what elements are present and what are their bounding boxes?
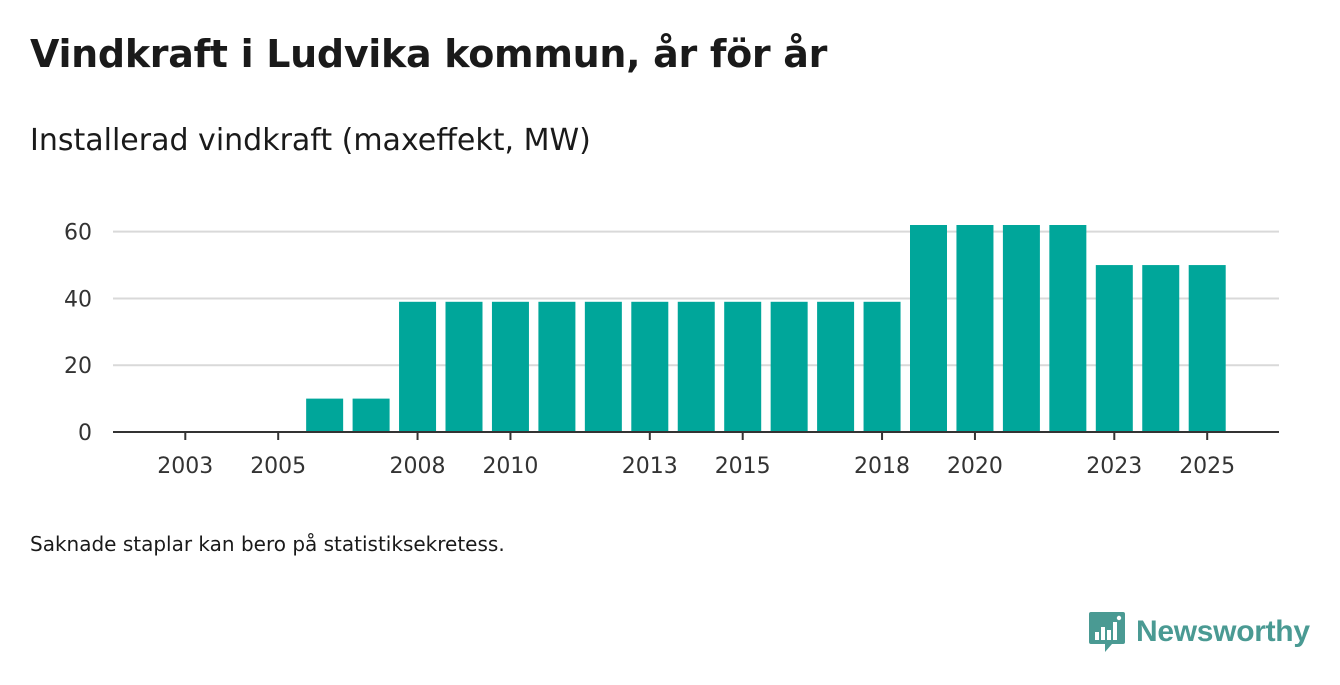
bar (631, 301, 669, 432)
bar (538, 301, 576, 432)
bar (1049, 225, 1087, 432)
bar (724, 301, 762, 432)
bar (491, 301, 529, 432)
bar (1002, 225, 1040, 432)
x-tick-label: 2003 (157, 454, 213, 479)
x-tick-label: 2015 (715, 454, 771, 479)
bar (1188, 265, 1226, 432)
chart-title: Vindkraft i Ludvika kommun, år för år (30, 32, 828, 76)
x-tick-label: 2023 (1086, 454, 1142, 479)
x-tick-label: 2025 (1179, 454, 1235, 479)
y-tick-label: 20 (64, 354, 92, 379)
x-tick-label: 2005 (250, 454, 306, 479)
y-tick-label: 40 (64, 287, 92, 312)
brand-name: Newsworthy (1136, 615, 1310, 648)
bar (770, 301, 808, 432)
bar (1095, 265, 1133, 432)
chart-subtitle: Installerad vindkraft (maxeffekt, MW) (30, 123, 591, 158)
bar (1142, 265, 1180, 432)
brand-logo: Newsworthy (1088, 610, 1310, 654)
bar (956, 225, 994, 432)
x-tick-label: 2018 (854, 454, 910, 479)
footnote: Saknade staplar kan bero på statistiksek… (30, 532, 505, 556)
bar (910, 225, 947, 432)
x-tick-label: 2008 (390, 454, 446, 479)
bar (399, 301, 437, 432)
newsworthy-logo-icon (1089, 612, 1125, 652)
bar (863, 301, 901, 432)
bar (306, 398, 344, 432)
bar (352, 398, 390, 432)
bar (817, 301, 855, 432)
y-tick-label: 60 (64, 221, 92, 246)
x-tick-label: 2013 (622, 454, 678, 479)
bar (677, 301, 715, 432)
y-tick-label: 0 (78, 421, 92, 446)
bar (445, 301, 483, 432)
bar-chart: 0 20 40 60 2003 2005 2008 2010 2013 2015 2018 2020 2… (64, 221, 1279, 479)
x-tick-label: 2010 (482, 454, 538, 479)
x-tick-label: 2020 (947, 454, 1003, 479)
bar (584, 301, 622, 432)
